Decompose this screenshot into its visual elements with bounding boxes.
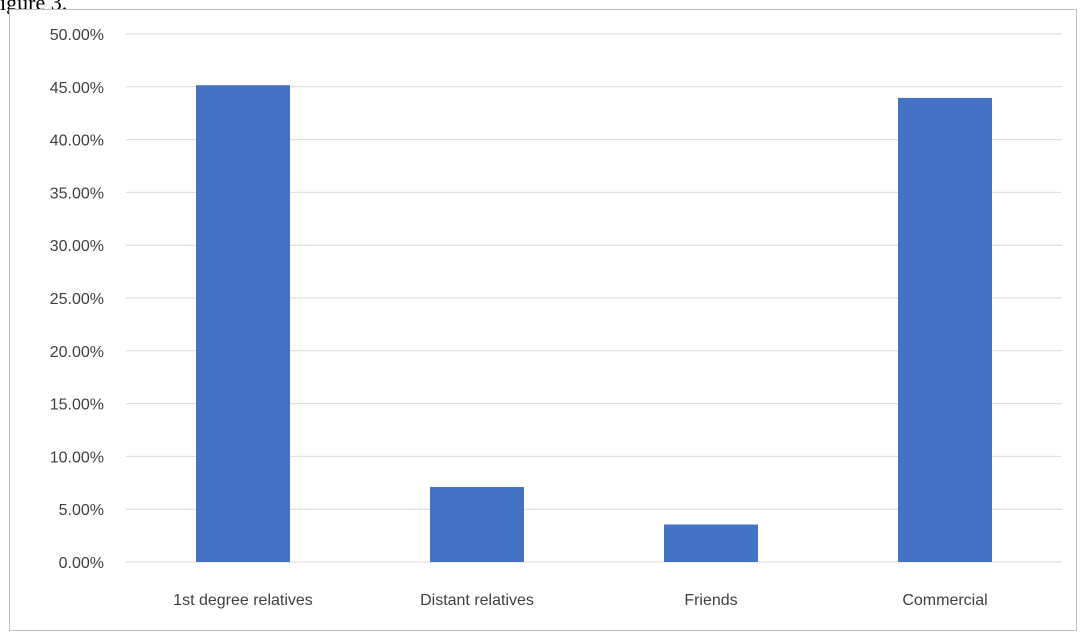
y-axis-tick-labels: 0.00% 5.00% 10.00% 15.00% 20.00% 25.00% 30.00%… xyxy=(50,27,104,572)
y-tick-label: 5.00% xyxy=(59,502,104,519)
x-category-label: Distant relatives xyxy=(420,592,534,609)
y-tick-label: 25.00% xyxy=(50,291,104,308)
y-tick-label: 20.00% xyxy=(50,344,104,361)
bar-distant-relatives xyxy=(430,487,524,562)
bar-1st-degree-relatives xyxy=(196,85,290,562)
y-tick-label: 10.00% xyxy=(50,449,104,466)
x-category-label: Friends xyxy=(684,592,737,609)
bar-friends xyxy=(664,524,758,562)
y-tick-label: 40.00% xyxy=(50,133,104,150)
y-tick-label: 0.00% xyxy=(59,555,104,572)
y-tick-label: 45.00% xyxy=(50,80,104,97)
y-tick-label: 50.00% xyxy=(50,27,104,44)
x-axis-category-labels: 1st degree relatives Distant relatives Fri… xyxy=(173,592,987,609)
y-tick-label: 15.00% xyxy=(50,397,104,414)
bars xyxy=(196,85,992,562)
bar-commercial xyxy=(898,97,992,562)
y-tick-label: 35.00% xyxy=(50,185,104,202)
y-tick-label: 30.00% xyxy=(50,238,104,255)
x-category-label: 1st degree relatives xyxy=(173,592,313,609)
x-category-label: Commercial xyxy=(902,592,987,609)
